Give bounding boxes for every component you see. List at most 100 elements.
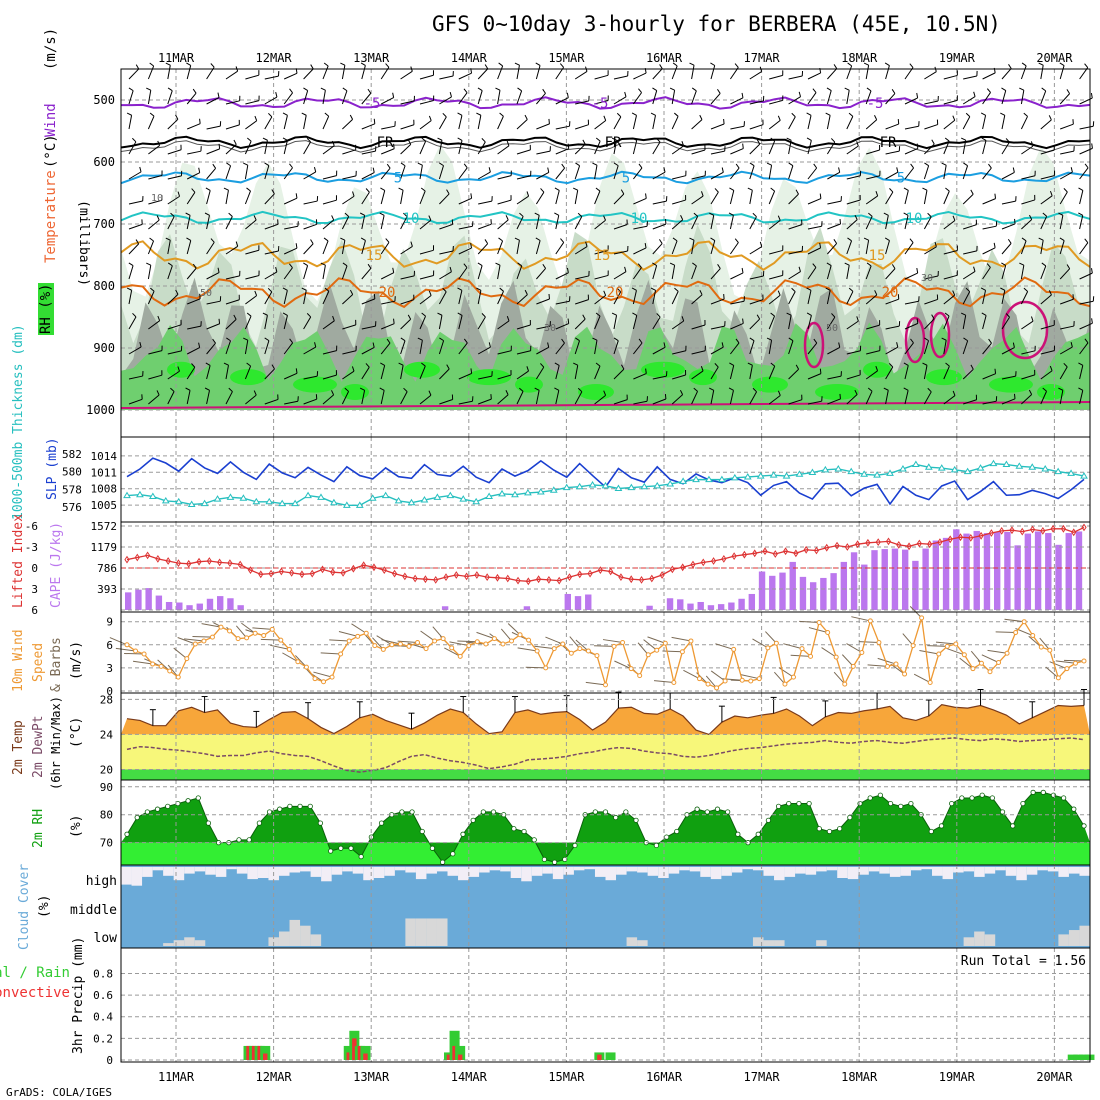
wind10m-barb: [525, 666, 546, 669]
wind-barb: [943, 220, 956, 230]
wind-barb: [943, 340, 947, 355]
wind-barb: [691, 149, 706, 155]
cloud-high-gap: [837, 867, 848, 878]
cloud-high-gap: [763, 867, 775, 876]
cloud-high-gap: [995, 867, 1006, 871]
cloud-ylabel: Cloud Cover: [17, 864, 32, 950]
wind10m-point: [1047, 647, 1053, 653]
wind-barb: [1001, 398, 1016, 405]
wind-barb: [865, 265, 872, 280]
wind-barb: [516, 149, 531, 155]
wind-barb: [148, 374, 163, 380]
wind-barb-flag: [577, 387, 583, 393]
wind-barb: [594, 100, 609, 105]
cloud-high-gap: [173, 867, 185, 881]
wind-barb: [962, 271, 976, 280]
wind10m-barb: [913, 673, 931, 683]
wind-barb: [361, 390, 366, 405]
lifted-point: [505, 574, 511, 583]
lifted-point: [988, 529, 994, 537]
wind-tick: 0: [106, 685, 113, 698]
cloud-high-gap: [236, 867, 248, 874]
rh2m-point: [358, 854, 364, 860]
wind-barb: [1079, 215, 1084, 230]
wind-barb-flag: [373, 293, 376, 299]
rh2m-point: [1030, 789, 1036, 795]
wind-barb-flag: [970, 364, 974, 370]
rh2m-point: [816, 826, 822, 832]
wind-barb-flag: [631, 287, 637, 291]
wind-barb: [904, 322, 919, 330]
wind10m-point: [517, 632, 523, 638]
wind-barb-flag: [149, 62, 154, 67]
cape-bar: [922, 548, 929, 610]
wind-barb: [575, 299, 589, 305]
cloud-low-bar: [278, 931, 290, 946]
cloud-high-gap: [1079, 867, 1090, 876]
wind-barb: [749, 318, 761, 330]
wind10m-barb: [270, 644, 290, 650]
wind-barb-flag: [1023, 287, 1028, 292]
wind-barb: [555, 323, 569, 330]
wind10m-barb: [500, 628, 512, 642]
lifted-point: [772, 550, 778, 558]
wind-barb: [264, 223, 279, 230]
wind-barb-flag: [282, 312, 288, 316]
wind-barb: [536, 325, 551, 330]
thickness-point: [1041, 464, 1050, 472]
rh-contour-label: 50: [826, 323, 838, 334]
wind-barb: [691, 391, 699, 405]
wind-barb-flag: [246, 137, 252, 142]
rh2m-point: [256, 820, 262, 826]
wind-barb: [1021, 350, 1036, 355]
cloud-high-gap: [500, 867, 511, 872]
wind10m-point: [286, 646, 292, 652]
wind-barb-flag: [1090, 93, 1093, 99]
wind-barb: [769, 249, 783, 255]
temp-contour-30-loop: [929, 311, 951, 359]
precip-ylabel: 3hr Precip (mm): [71, 937, 86, 1054]
wind-barb-flag: [360, 62, 366, 66]
wind-barb: [516, 391, 524, 405]
wind-barb: [516, 240, 520, 255]
cloud-low-bar: [763, 940, 775, 946]
wind-barb-flag: [407, 314, 412, 320]
wind-barb-flag: [254, 115, 258, 121]
pressure-tick: 600: [93, 155, 115, 169]
cloud-low-bar: [268, 937, 279, 946]
wind-barb: [982, 400, 997, 405]
wind-barb: [962, 140, 967, 155]
thickness-point: [989, 459, 998, 467]
wind-barb-flag: [1008, 64, 1012, 69]
wind-barb: [846, 219, 858, 230]
cloud-low-bar: [774, 940, 785, 946]
wind-barb-flag: [1042, 387, 1047, 392]
lifted-point: [855, 540, 861, 549]
wind-barb-flag: [275, 92, 278, 98]
wind-barb: [148, 394, 160, 405]
date-label-bottom: 12MAR: [256, 1070, 293, 1084]
wind-barb-flag: [156, 215, 160, 221]
wind-barb-flag: [264, 337, 270, 342]
wind-barb: [788, 193, 799, 205]
wind-barb-flag: [246, 362, 251, 367]
wind-barb-flag: [970, 189, 974, 195]
date-label-top: 18MAR: [841, 51, 878, 65]
lifted-point: [484, 573, 490, 582]
wind-barb: [458, 315, 463, 330]
wind-barb-flag: [306, 137, 311, 143]
wind10m-barb: [329, 639, 350, 642]
wind-barb-flag: [663, 167, 666, 173]
wind10m-barb: [981, 654, 999, 663]
wind10m-barb: [173, 647, 188, 660]
wind-barb-flag: [199, 118, 201, 124]
wind10m-barb: [338, 631, 358, 637]
wind-barb: [594, 190, 601, 205]
date-label-bottom: 15MAR: [548, 1070, 585, 1084]
wind10m-point: [696, 676, 702, 682]
wind-barb-flag: [332, 315, 335, 321]
cloud-level-label: low: [94, 931, 118, 946]
wind-barb: [516, 65, 520, 80]
wind-barb-flag: [770, 312, 775, 317]
wind10m-barb: [351, 623, 367, 634]
